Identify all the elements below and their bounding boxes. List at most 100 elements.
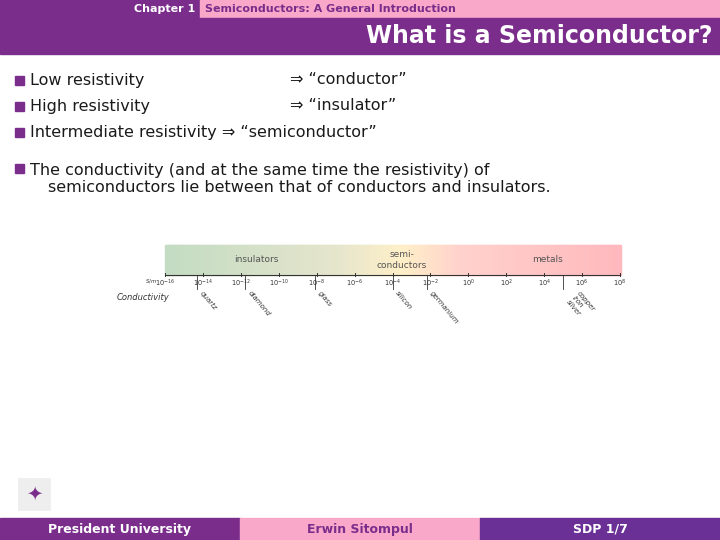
Bar bbox=[378, 245, 379, 275]
Bar bbox=[238, 245, 240, 275]
Bar bbox=[388, 245, 390, 275]
Bar bbox=[207, 245, 209, 275]
Bar bbox=[451, 245, 453, 275]
Text: $10^{-4}$: $10^{-4}$ bbox=[384, 278, 401, 289]
Bar bbox=[603, 245, 604, 275]
Bar bbox=[268, 245, 269, 275]
Bar bbox=[336, 245, 337, 275]
Bar bbox=[324, 245, 325, 275]
Bar bbox=[184, 245, 185, 275]
Bar bbox=[176, 245, 178, 275]
Bar bbox=[331, 245, 333, 275]
Bar bbox=[376, 245, 377, 275]
Bar bbox=[469, 245, 470, 275]
Bar bbox=[349, 245, 351, 275]
Bar bbox=[360, 245, 361, 275]
Bar bbox=[555, 245, 556, 275]
Bar bbox=[394, 245, 395, 275]
Bar bbox=[482, 245, 483, 275]
Bar bbox=[400, 245, 401, 275]
Bar bbox=[218, 245, 220, 275]
Bar bbox=[433, 245, 435, 275]
Bar bbox=[320, 245, 322, 275]
Bar bbox=[297, 245, 298, 275]
Bar bbox=[278, 245, 279, 275]
Bar bbox=[290, 245, 292, 275]
Bar bbox=[269, 245, 270, 275]
Bar bbox=[330, 245, 332, 275]
Bar bbox=[461, 245, 462, 275]
Bar bbox=[363, 245, 364, 275]
Bar bbox=[251, 245, 253, 275]
Bar bbox=[322, 245, 323, 275]
Bar bbox=[377, 245, 378, 275]
Bar bbox=[224, 245, 225, 275]
Bar bbox=[340, 245, 341, 275]
Bar bbox=[374, 245, 375, 275]
Bar bbox=[223, 245, 225, 275]
Bar bbox=[337, 245, 338, 275]
Text: Chapter 1: Chapter 1 bbox=[134, 4, 195, 14]
Bar bbox=[395, 245, 396, 275]
Bar bbox=[583, 245, 584, 275]
Bar bbox=[325, 245, 327, 275]
Bar bbox=[214, 245, 215, 275]
Bar bbox=[480, 245, 482, 275]
Bar bbox=[501, 245, 503, 275]
Bar bbox=[543, 245, 544, 275]
Bar bbox=[410, 245, 411, 275]
Text: ✦: ✦ bbox=[26, 484, 42, 503]
Bar bbox=[177, 245, 179, 275]
Bar bbox=[301, 245, 302, 275]
Bar bbox=[594, 245, 595, 275]
Bar bbox=[369, 245, 370, 275]
Bar bbox=[200, 245, 201, 275]
Bar bbox=[487, 245, 489, 275]
Bar bbox=[274, 245, 276, 275]
Bar bbox=[313, 245, 314, 275]
Bar bbox=[518, 245, 519, 275]
Bar bbox=[333, 245, 334, 275]
Bar bbox=[273, 245, 274, 275]
Bar bbox=[353, 245, 354, 275]
Bar bbox=[169, 245, 171, 275]
Text: glass: glass bbox=[317, 290, 333, 308]
Bar bbox=[189, 245, 190, 275]
Bar bbox=[544, 245, 546, 275]
Bar bbox=[457, 245, 458, 275]
Bar bbox=[373, 245, 374, 275]
Text: $10^{-10}$: $10^{-10}$ bbox=[269, 278, 289, 289]
Bar bbox=[342, 245, 343, 275]
Bar bbox=[211, 245, 212, 275]
Bar bbox=[199, 245, 200, 275]
Bar bbox=[165, 245, 166, 275]
Bar bbox=[480, 245, 481, 275]
Bar bbox=[423, 245, 425, 275]
Bar bbox=[581, 245, 582, 275]
Bar bbox=[0, 18, 720, 54]
Bar bbox=[370, 245, 371, 275]
Bar bbox=[605, 245, 606, 275]
Bar bbox=[410, 245, 412, 275]
Bar bbox=[408, 245, 409, 275]
Bar bbox=[197, 245, 199, 275]
Text: $10^{-14}$: $10^{-14}$ bbox=[193, 278, 213, 289]
Bar bbox=[552, 245, 554, 275]
Bar bbox=[505, 245, 507, 275]
Bar bbox=[0, 0, 200, 18]
Bar bbox=[403, 245, 405, 275]
Text: ⇒ “insulator”: ⇒ “insulator” bbox=[290, 98, 396, 113]
Bar bbox=[362, 245, 364, 275]
Bar bbox=[427, 245, 428, 275]
Bar bbox=[348, 245, 350, 275]
Bar bbox=[327, 245, 328, 275]
Bar bbox=[506, 245, 508, 275]
Bar bbox=[580, 245, 581, 275]
Bar bbox=[428, 245, 429, 275]
Bar bbox=[484, 245, 485, 275]
Bar bbox=[537, 245, 539, 275]
Bar bbox=[422, 245, 423, 275]
Bar bbox=[442, 245, 443, 275]
Bar bbox=[366, 245, 368, 275]
Bar bbox=[429, 245, 430, 275]
